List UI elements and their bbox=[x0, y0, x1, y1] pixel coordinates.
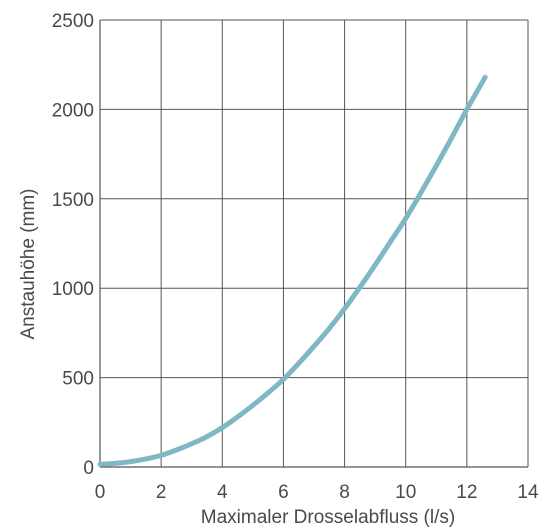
y-tick-label: 0 bbox=[83, 458, 94, 479]
y-tick-label: 1500 bbox=[52, 190, 94, 211]
x-tick-label: 12 bbox=[456, 482, 477, 503]
x-tick-label: 8 bbox=[339, 482, 350, 503]
y-tick-label: 2000 bbox=[52, 100, 94, 121]
y-tick-label: 500 bbox=[62, 369, 94, 390]
x-tick-label: 6 bbox=[278, 482, 289, 503]
x-tick-label: 10 bbox=[395, 482, 416, 503]
x-tick-label: 0 bbox=[95, 482, 106, 503]
y-tick-label: 1000 bbox=[52, 279, 94, 300]
x-tick-label: 2 bbox=[156, 482, 167, 503]
x-tick-label: 14 bbox=[517, 482, 539, 503]
y-tick-label: 2500 bbox=[52, 11, 94, 32]
series-layer bbox=[97, 74, 488, 467]
x-tick-label: 4 bbox=[217, 482, 228, 503]
axes bbox=[99, 20, 528, 468]
y-axis-label: Anstauhöhe (mm) bbox=[18, 188, 39, 339]
series-line bbox=[97, 74, 488, 467]
grid bbox=[100, 19, 529, 467]
tick-labels: 0 2 4 6 8 10 12 14 0 500 1000 1500 2000 2500 bbox=[52, 11, 539, 503]
x-axis-label: Maximaler Drosselabfluss (l/s) bbox=[201, 507, 455, 528]
